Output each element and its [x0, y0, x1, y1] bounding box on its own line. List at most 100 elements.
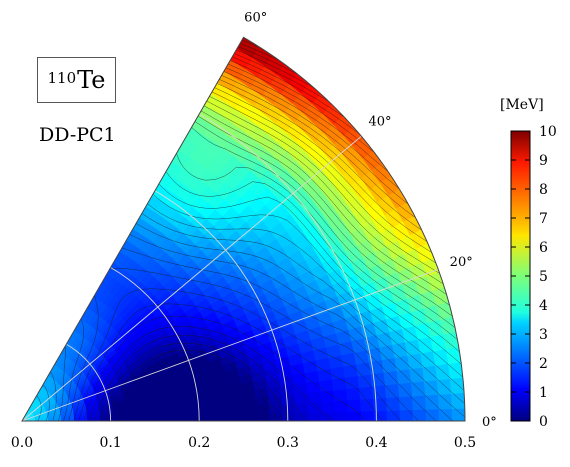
heatmap-cell	[212, 195, 233, 217]
heatmap-cell	[136, 351, 153, 365]
heatmap-cell	[56, 395, 71, 405]
heatmap-cell	[44, 377, 56, 391]
model-label: DD-PC1	[39, 124, 116, 146]
heatmap-cell	[219, 202, 241, 224]
heatmap-cell	[82, 324, 96, 340]
heatmap-cell	[72, 332, 85, 348]
heatmap-cell	[156, 334, 174, 349]
colorbar-tick-label: 10	[539, 124, 557, 140]
beta-tick-label: 0.5	[454, 435, 476, 451]
heatmap-cell	[81, 360, 96, 374]
contour-line	[240, 43, 281, 62]
heatmap-cell	[53, 389, 67, 400]
heatmap-cell	[43, 397, 57, 408]
heatmap-cell	[86, 368, 102, 381]
heatmap-cell	[48, 381, 62, 395]
heatmap-cell	[100, 367, 116, 379]
heatmap-cell	[192, 352, 210, 366]
heatmap-cell	[52, 366, 64, 381]
heatmap-cell	[56, 370, 69, 384]
heatmap-cell	[93, 334, 109, 350]
heatmap-cell	[91, 352, 106, 366]
heatmap-cell	[32, 403, 45, 414]
heatmap-cell	[28, 397, 38, 411]
heatmap-cell	[63, 381, 78, 393]
heatmap-cell	[67, 328, 79, 344]
heatmap-cell	[145, 340, 163, 355]
heatmap-cell	[118, 346, 135, 360]
heatmap-cell	[22, 409, 33, 421]
heatmap-cell	[137, 327, 154, 342]
heatmap-cell	[111, 315, 128, 332]
heatmap-cell	[42, 395, 56, 406]
heatmap-cell	[65, 343, 78, 359]
heatmap-cell	[190, 345, 208, 360]
heatmap-cell	[86, 310, 101, 327]
heatmap-cell	[138, 356, 155, 369]
heatmap-cell	[119, 379, 136, 390]
heatmap-cell	[65, 383, 79, 394]
heatmap-cell	[57, 372, 71, 386]
heatmap-cell	[63, 359, 76, 373]
heatmap-cell	[50, 365, 62, 380]
heatmap-cell	[60, 340, 72, 355]
heatmap-cell	[108, 353, 124, 367]
heatmap-cell	[30, 400, 42, 412]
heatmap-cell	[29, 398, 40, 411]
heatmap-cell	[66, 387, 82, 397]
heatmap-cell	[41, 393, 54, 405]
contour-line	[176, 153, 458, 340]
heatmap-cell	[38, 389, 50, 402]
heatmap-cell	[75, 353, 90, 368]
beta-grid-arc	[198, 113, 377, 422]
heatmap-cell	[142, 365, 159, 378]
heatmap-cell	[204, 188, 226, 210]
beta-tick-label: 0.4	[365, 435, 387, 451]
colorbar-tick-label: 1	[539, 385, 548, 401]
heatmap-cell	[110, 357, 126, 370]
heatmap-cell	[41, 374, 51, 388]
heatmap-cell	[79, 306, 93, 322]
heatmap-cell	[105, 328, 121, 344]
contour-line	[203, 105, 444, 285]
heatmap-cell	[85, 326, 100, 342]
contour-line	[152, 193, 463, 378]
element-symbol: Te	[77, 66, 106, 94]
heatmap-cell	[33, 406, 47, 415]
beta-tick-label: 0.2	[188, 435, 210, 451]
contour-line	[105, 349, 278, 422]
heatmap-cell	[44, 399, 58, 409]
heatmap-cell	[94, 300, 109, 317]
heatmap-cell	[67, 345, 80, 360]
heatmap-cell	[29, 397, 39, 411]
contour-line	[225, 67, 389, 172]
heatmap-cell	[96, 337, 112, 352]
heatmap-cell	[202, 340, 221, 356]
heatmap-cell	[57, 397, 72, 406]
heatmap-cell	[86, 294, 100, 311]
heatmap-cell	[140, 361, 157, 374]
heatmap-cell	[68, 391, 84, 401]
nucleus-label: 110 Te	[37, 57, 116, 103]
contour-line	[88, 326, 333, 422]
colorbar-tick-label: 0	[539, 414, 548, 430]
heatmap-cell	[40, 392, 53, 404]
colorbar: 0 1 2 3 4 5 6 7 8 9 10	[510, 124, 557, 430]
contour-line	[83, 315, 366, 422]
colorbar-unit-label: [MeV]	[500, 97, 544, 113]
colorbar-tick-label: 8	[539, 182, 548, 198]
heatmap-cell	[33, 406, 47, 415]
heatmap-cell	[84, 344, 99, 359]
heatmap-cell	[103, 347, 119, 361]
heatmap-cell	[69, 330, 82, 346]
heatmap-cell	[90, 313, 105, 330]
heatmap-cell	[168, 361, 186, 374]
heatmap-cell	[105, 309, 120, 325]
heatmap-cell	[118, 323, 134, 338]
heatmap-cell	[108, 312, 124, 328]
heatmap-cell	[80, 385, 96, 395]
heatmap-cell	[102, 370, 118, 382]
heatmap-cell	[37, 388, 49, 402]
heatmap-cell	[49, 383, 63, 396]
heatmap-cell	[124, 330, 140, 346]
